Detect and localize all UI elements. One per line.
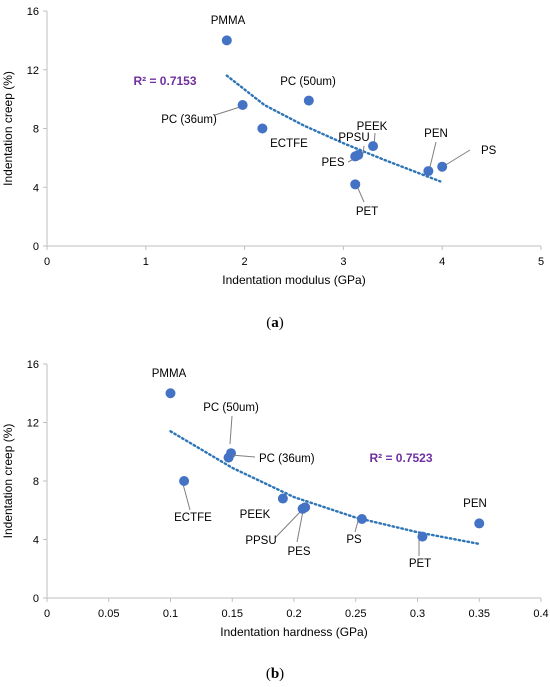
chart-b-x-tick-label: 0.3 bbox=[410, 608, 425, 620]
chart-b-leader-ps bbox=[354, 520, 359, 533]
chart-a-point-pet bbox=[350, 179, 361, 190]
chart-b-x-tick-label: 0.4 bbox=[533, 608, 548, 620]
chart-b-x-tick-label: 0.25 bbox=[345, 608, 366, 620]
chart-b-r2-label: R² = 0.7523 bbox=[369, 451, 432, 465]
chart-a-label-ectfe: ECTFE bbox=[270, 138, 308, 150]
chart-b-point-peek bbox=[277, 493, 288, 504]
chart-a-x-tick-label: 0 bbox=[44, 256, 50, 268]
chart-a-label-pc-36um: PC (36um) bbox=[161, 114, 217, 126]
chart-a-x-tick-label: 5 bbox=[538, 256, 544, 268]
chart-a-leader-ps bbox=[443, 149, 471, 167]
chart-b-trendline bbox=[169, 430, 481, 546]
chart-b-label-pet: PET bbox=[409, 558, 431, 570]
chart-a-x-axis-label: Indentation modulus (GPa) bbox=[222, 273, 365, 287]
chart-a-y-tick-label: 12 bbox=[27, 65, 39, 77]
chart-b-leader-ppsu bbox=[274, 509, 303, 539]
chart-a-label-pc-50um: PC (50um) bbox=[280, 76, 336, 88]
chart-a-leader-pet bbox=[356, 185, 365, 203]
chart-a-label-pet: PET bbox=[356, 206, 378, 218]
chart-a-label-pmma: PMMA bbox=[211, 15, 246, 27]
chart-a-point-ectfe bbox=[257, 123, 268, 134]
chart-b-label-pen: PEN bbox=[463, 498, 487, 510]
chart-b-point-pmma bbox=[165, 388, 176, 399]
chart-b-y-tick-label: 0 bbox=[33, 593, 39, 605]
chart-b-leader-pes bbox=[296, 510, 304, 543]
chart-b-y-axis-label: Indentation creep (%) bbox=[1, 424, 15, 539]
chart-a-leader-ppsu bbox=[362, 145, 365, 155]
chart-b-x-tick-label: 0.05 bbox=[98, 608, 119, 620]
chart-b-label-ps: PS bbox=[346, 534, 362, 546]
chart-b-x-tick-label: 0.2 bbox=[286, 608, 301, 620]
chart-b-label-ectfe: ECTFE bbox=[174, 512, 212, 524]
chart-a-point-pen bbox=[423, 166, 434, 177]
chart-b-leader-ectfe bbox=[182, 483, 191, 511]
chart-a-caption: (a) bbox=[266, 315, 284, 331]
chart-a-r2-label: R² = 0.7153 bbox=[133, 74, 196, 88]
chart-a-point-pc-36um bbox=[237, 100, 248, 110]
chart-a-point-peek bbox=[368, 141, 379, 152]
chart-a-label-pen: PEN bbox=[424, 128, 448, 140]
chart-b-point-ps bbox=[356, 514, 367, 525]
chart-b-y-tick-label: 8 bbox=[33, 476, 39, 488]
chart-b-point-pen bbox=[474, 518, 485, 529]
chart-a-trendline bbox=[225, 74, 442, 183]
chart-b-point-pes bbox=[297, 503, 308, 514]
chart-a-point-pc-50um bbox=[303, 95, 314, 106]
chart-b-x-tick-label: 0.15 bbox=[222, 608, 243, 620]
chart-a-x-tick-label: 1 bbox=[143, 256, 149, 268]
chart-b-label-pmma: PMMA bbox=[152, 368, 187, 380]
chart-b-label-pc-50um: PC (50um) bbox=[203, 402, 259, 414]
chart-a-x-tick-label: 3 bbox=[340, 256, 346, 268]
chart-a-leader-pen bbox=[428, 141, 437, 172]
chart-a-label-peek: PEEK bbox=[357, 121, 388, 133]
chart-a-point-pmma bbox=[221, 35, 232, 46]
chart-b-y-tick-label: 16 bbox=[27, 359, 39, 371]
chart-a-point-pes bbox=[350, 151, 361, 162]
chart-b-label-pc-36um: PC (36um) bbox=[259, 453, 315, 465]
chart-a-y-tick-label: 4 bbox=[33, 182, 39, 194]
chart-a-x-tick-label: 4 bbox=[439, 256, 445, 268]
chart-a-y-tick-label: 0 bbox=[33, 241, 39, 253]
chart-a-label-ppsu: PPSU bbox=[338, 132, 369, 144]
chart-b-x-tick-label: 0.35 bbox=[469, 608, 490, 620]
chart-b-label-ppsu: PPSU bbox=[245, 535, 276, 547]
chart-a-y-axis-label: Indentation creep (%) bbox=[1, 71, 15, 186]
chart-a-x-tick-label: 2 bbox=[242, 256, 248, 268]
chart-b-point-ectfe bbox=[179, 476, 190, 486]
chart-a-label-ps: PS bbox=[481, 145, 497, 157]
chart-b-x-axis-label: Indentation hardness (GPa) bbox=[220, 625, 367, 639]
chart-a-y-tick-label: 16 bbox=[27, 6, 39, 18]
chart-b-label-peek: PEEK bbox=[240, 509, 271, 521]
chart-a-point-ps bbox=[437, 161, 448, 172]
chart-b-y-tick-label: 12 bbox=[27, 418, 39, 430]
chart-a-y-tick-label: 8 bbox=[33, 124, 39, 136]
chart-b-x-tick-label: 0.1 bbox=[163, 608, 178, 620]
chart-b-label-pes: PES bbox=[287, 546, 310, 558]
chart-b-leader-pc-36um bbox=[230, 454, 256, 458]
chart-b-leader-pc-50um bbox=[229, 415, 233, 445]
chart-b-point-pet bbox=[417, 531, 428, 542]
chart-a-label-pes: PES bbox=[321, 157, 344, 169]
chart-b-caption: (b) bbox=[266, 666, 284, 682]
chart-b-y-tick-label: 4 bbox=[33, 535, 39, 547]
chart-b-x-tick-label: 0 bbox=[44, 608, 50, 620]
chart-b-point-pc-36um bbox=[223, 452, 234, 463]
